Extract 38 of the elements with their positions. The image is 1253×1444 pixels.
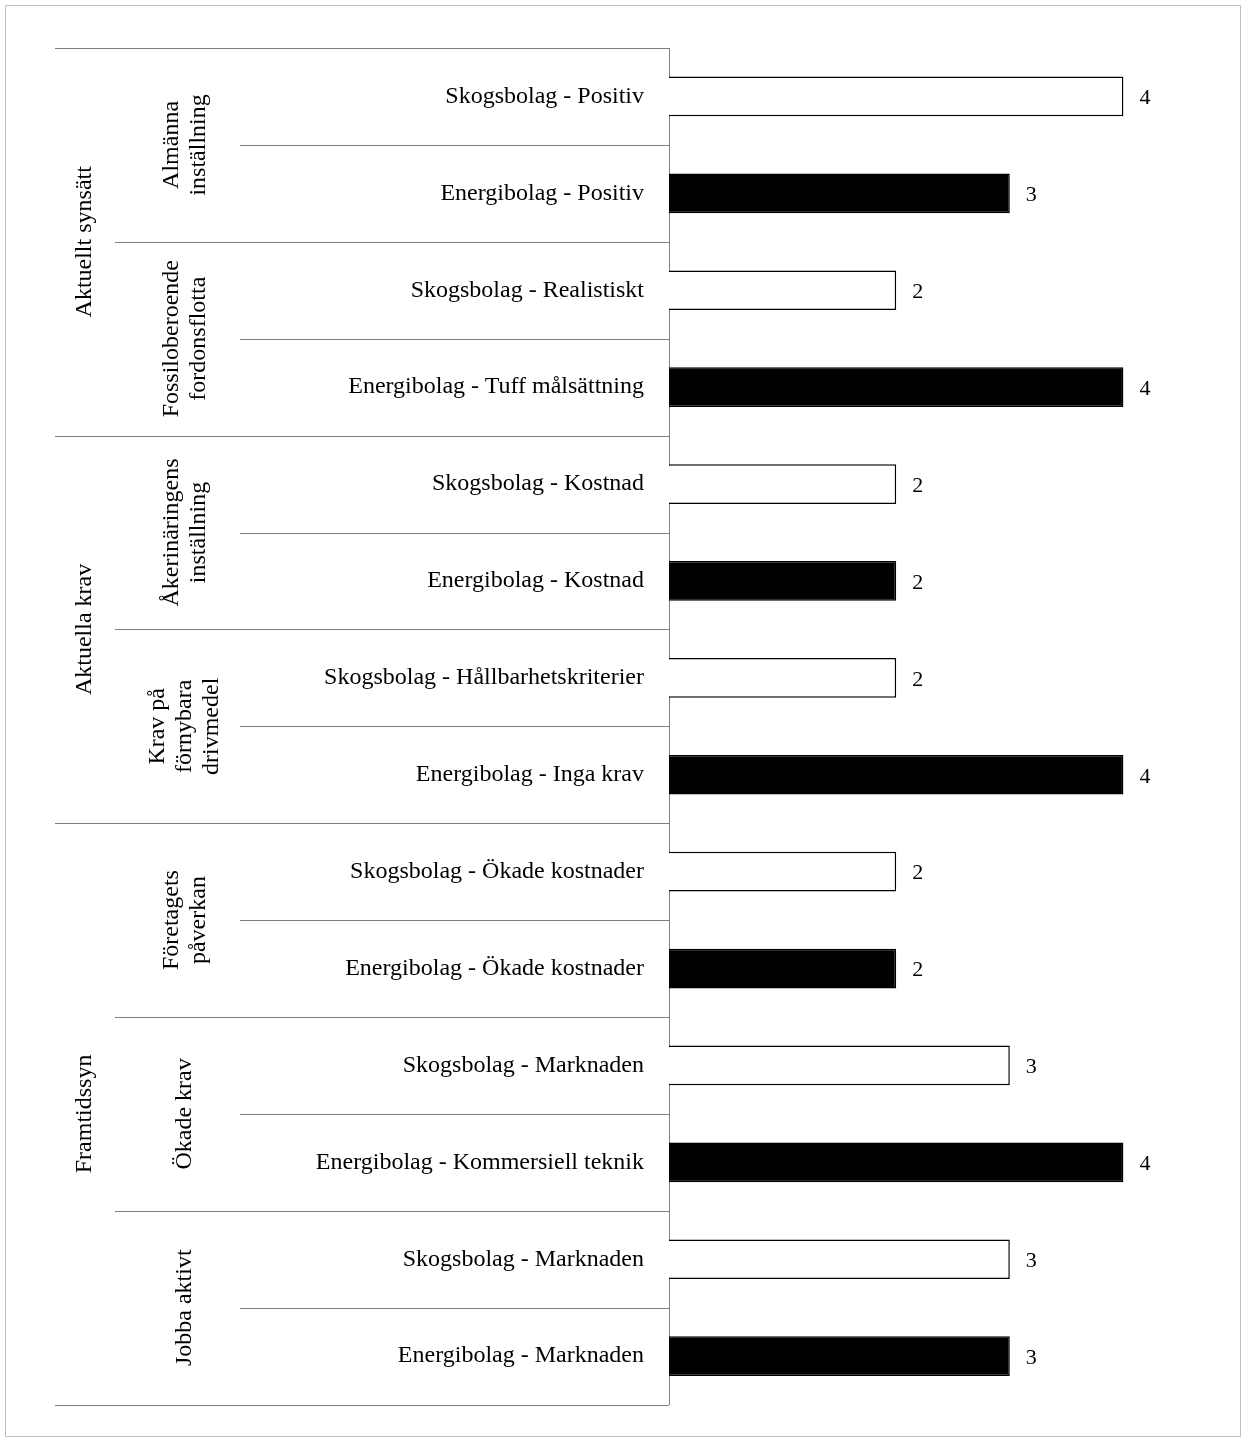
data-label: 4 (1139, 84, 1151, 110)
data-label: 3 (1025, 1247, 1037, 1273)
text: Fossiloberoende fordonsflotta (156, 260, 210, 418)
text: Aktuella krav (70, 563, 97, 696)
y-tick-label: Skogsbolag - Marknaden (402, 1244, 644, 1271)
data-label: 2 (912, 956, 924, 982)
data-label: 4 (1139, 374, 1151, 400)
text: Åkerinäringens inställning (156, 458, 210, 607)
data-label: 2 (912, 278, 924, 304)
text: Krav på förnybara drivmedel (143, 677, 224, 775)
data-label: 2 (912, 665, 924, 691)
y-tick-label: Skogsbolag - Ökade kostnader (350, 856, 644, 883)
data-label: 2 (912, 859, 924, 885)
text: Företagets påverkan (156, 870, 210, 971)
y-tick-label: Skogsbolag - Hållbarhetskriterier (324, 663, 644, 690)
text: Aktuellt synsätt (70, 165, 97, 318)
data-label: 2 (912, 471, 924, 497)
data-label: 3 (1025, 181, 1037, 207)
text: Almänna inställning (156, 94, 210, 196)
text: Jobba aktivt (170, 1249, 197, 1367)
y-tick-label: Skogsbolag - Marknaden (402, 1050, 644, 1077)
y-tick-label: Energibolag - Ökade kostnader (345, 953, 644, 980)
y-tick-label: Energibolag - Positiv (440, 178, 644, 205)
data-label: 3 (1025, 1053, 1037, 1079)
data-label: 4 (1139, 762, 1151, 788)
data-label: 4 (1139, 1150, 1151, 1176)
text: Ökade krav (170, 1058, 197, 1170)
y-tick-label: Energibolag - Marknaden (397, 1341, 644, 1368)
data-label: 3 (1025, 1343, 1037, 1369)
y-tick-label: Energibolag - Kostnad (427, 566, 644, 593)
y-tick-label: Skogsbolag - Realistiskt (410, 275, 645, 302)
y-tick-label: Energibolag - Kommersiell teknik (315, 1147, 644, 1174)
y-tick-label: Energibolag - Inga krav (415, 760, 644, 787)
text: Framtidssyn (70, 1054, 97, 1174)
y-tick-label: Energibolag - Tuff målsättning (348, 372, 644, 399)
y-tick-label: Skogsbolag - Kostnad (432, 469, 644, 496)
data-label: 2 (912, 568, 924, 594)
y-tick-label: Skogsbolag - Positiv (445, 81, 644, 108)
